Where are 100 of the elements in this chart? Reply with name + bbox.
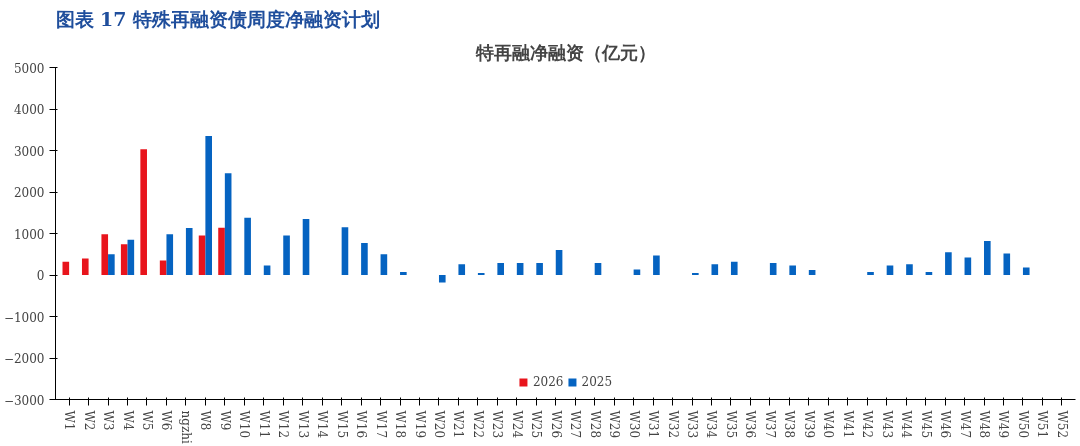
bar	[400, 272, 407, 275]
bar	[166, 234, 174, 275]
x-tick-label: W29	[607, 410, 622, 439]
x-tick-label: W37	[762, 410, 777, 439]
x-tick-label: W22	[470, 410, 485, 439]
x-tick-label: W44	[899, 410, 914, 439]
x-tick-label: W20	[431, 410, 446, 439]
x-tick-label: W13	[295, 410, 310, 439]
x-tick-label: W18	[393, 410, 408, 439]
y-tick-label: 0	[36, 269, 45, 283]
y-tick-label: 4000	[13, 103, 45, 117]
y-tick-label: 5000	[13, 61, 45, 76]
x-tick-label: W4	[120, 410, 135, 431]
bar	[458, 264, 466, 275]
bar	[516, 262, 524, 275]
bar	[945, 252, 952, 275]
bar	[536, 262, 543, 275]
bar	[224, 173, 232, 275]
bar	[1022, 267, 1030, 275]
bar	[692, 272, 699, 275]
bar	[477, 272, 485, 275]
bar	[101, 234, 109, 275]
bar	[341, 227, 349, 275]
x-tick-label: W30	[626, 410, 641, 439]
bar	[497, 262, 504, 275]
bar	[283, 235, 290, 275]
x-tick-label: W43	[879, 410, 894, 439]
x-tick-label: W17	[373, 410, 388, 439]
x-tick-label: W12	[276, 410, 291, 439]
x-tick-label: W9	[217, 410, 232, 431]
x-tick-label: W3	[101, 410, 116, 431]
x-tick-label: W48	[977, 410, 992, 439]
x-tick-label: W35	[723, 410, 738, 439]
bar	[218, 227, 225, 275]
bar	[906, 264, 913, 275]
x-tick-label: W14	[315, 410, 330, 439]
bar	[886, 265, 894, 275]
y-tick-label: −1000	[3, 310, 45, 325]
x-tick-label: W25	[529, 410, 544, 439]
y-tick-label: 1000	[13, 227, 45, 242]
x-tick-label: W24	[509, 410, 524, 439]
chart-subtitle: 特再融净融资（亿元）	[474, 41, 656, 63]
x-tick-label: W38	[782, 410, 797, 439]
x-tick-label: W10	[237, 410, 252, 439]
bar	[769, 262, 777, 275]
bar	[140, 149, 147, 275]
x-tick-label: W36	[743, 410, 758, 439]
bar	[380, 254, 388, 275]
x-tick-label: W47	[957, 410, 972, 439]
bar	[108, 254, 115, 275]
x-tick-label: W41	[840, 410, 855, 439]
x-tick-label: W40	[821, 410, 836, 439]
bar	[81, 258, 89, 275]
x-tick-label: W8	[198, 410, 213, 431]
bar	[867, 272, 874, 275]
x-tick-label: W39	[801, 410, 816, 439]
x-tick-label: W45	[918, 410, 933, 439]
x-tick-label: W11	[256, 410, 271, 439]
bar	[302, 218, 310, 275]
bar	[263, 265, 271, 275]
x-tick-label: W2	[81, 410, 96, 431]
bar	[808, 270, 816, 275]
bar	[594, 262, 602, 275]
x-tick-label: W52	[1054, 410, 1069, 439]
x-tick-label: W28	[587, 410, 602, 439]
bar	[244, 217, 251, 275]
bar	[205, 135, 212, 275]
x-tick-label: W19	[412, 410, 427, 439]
y-tick-label: −3000	[3, 393, 45, 408]
x-tick-label: W1	[62, 410, 77, 431]
bar	[925, 272, 933, 275]
bar	[1003, 253, 1011, 275]
bar	[127, 239, 135, 275]
x-tick-label: W50	[1015, 410, 1030, 439]
x-tick-label: W34	[704, 410, 719, 439]
x-tick-label: W26	[548, 410, 563, 439]
x-tick-label: W23	[490, 410, 505, 439]
x-tick-label: W15	[334, 410, 349, 439]
bar	[159, 260, 167, 275]
y-tick-label: 3000	[13, 144, 45, 159]
bar	[198, 235, 206, 275]
y-tick-label: −2000	[3, 352, 45, 366]
x-tick-label: W21	[451, 410, 466, 439]
x-tick-label: W33	[685, 410, 700, 439]
legend-label: 2026	[532, 375, 564, 389]
legend-label: 2025	[581, 375, 613, 389]
x-tick-label: ngzhi	[178, 410, 193, 444]
bar	[361, 243, 368, 275]
x-tick-label: W27	[568, 410, 583, 439]
y-tick-label: 2000	[13, 186, 45, 200]
bar	[185, 228, 193, 275]
bar	[653, 255, 660, 275]
bar	[789, 265, 796, 275]
x-tick-label: W51	[1035, 410, 1050, 439]
bar	[730, 261, 738, 275]
x-tick-label: W42	[860, 410, 875, 439]
bar	[984, 240, 991, 275]
bar	[120, 244, 128, 275]
x-tick-label: W46	[938, 410, 953, 439]
bar	[711, 264, 719, 275]
